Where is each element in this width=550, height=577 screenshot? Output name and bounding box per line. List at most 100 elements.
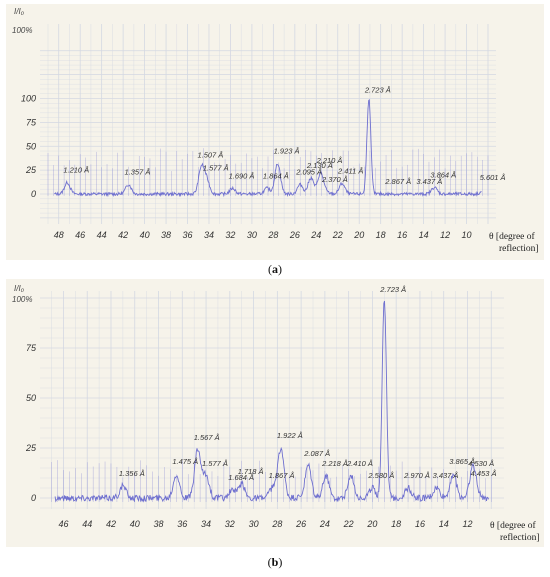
peak-label: 3.437 Å [416,177,442,186]
x-tick-label: 44 [82,519,92,529]
peak-label: 1.684 Å [228,473,254,482]
y-tick-label: 25 [25,165,37,175]
y-axis-unit: I/I₀ [14,284,25,293]
x-tick-label: 14 [419,230,429,240]
peak-label: 2.370 Å [321,175,348,184]
x-tick-label: 22 [343,519,354,529]
y-tick-label: 50 [26,393,36,403]
x-tick-label: 36 [183,230,193,240]
x-tick-label: 38 [154,519,164,529]
x-tick-label: 32 [225,519,235,529]
caption-b-letter: b [271,555,279,569]
x-tick-label: 16 [415,519,425,529]
xrd-chart-b: I/I₀ 100% 0 25 50 75 46 44 42 40 38 36 34 32 30 28 26 24 2… [6,279,544,547]
y-tick-label: 50 [26,141,36,151]
x-tick-label: 40 [130,519,140,529]
x-tick-label: 38 [161,230,171,240]
peak-label: 2.867 Å [384,177,411,186]
peak-label: 2.210 Å [316,156,343,165]
caption-b: (b) [0,555,550,570]
x-tick-label: 44 [97,230,107,240]
x-tick-label: 36 [177,519,187,529]
peak-label: 2.411 Å [337,166,363,175]
peak-label: 1.718 Å [238,467,264,476]
x-tick-label: 14 [439,519,449,529]
x-tick-label: 24 [319,519,330,529]
caption-a: (a) [0,262,550,277]
y-axis-percent: 100% [12,26,32,35]
peak-label: 4.530 Å [468,459,494,468]
xrd-chart-b-svg: I/I₀ 100% 0 25 50 75 46 44 42 40 38 36 34 32 30 28 26 24 2… [12,284,540,543]
peak-label: 1.577 Å [203,164,229,173]
peak-label: 1.577 Å [202,459,228,468]
diffraction-trace [54,98,482,198]
y-tick-label: 100 [21,94,36,104]
caption-b-open: ( [267,555,272,569]
peak-label: 3.865 Å [449,457,475,466]
x-tick-label: 42 [106,519,116,529]
y-axis-percent: 100% [12,295,32,304]
x-tick-label: 18 [391,519,401,529]
peak-label: 2.970 Å [403,471,430,480]
x-tick-label: 18 [376,230,386,240]
peak-label: 1.357 Å [124,167,150,176]
x-tick-label: 24 [310,230,321,240]
x-tick-label: 30 [247,230,257,240]
y-tick-label: 75 [26,343,37,353]
x-axis-title-cont: reflection] [499,243,539,254]
peak-label: 3.864 Å [430,170,456,179]
x-tick-label: 12 [462,519,472,529]
x-tick-label: 32 [225,230,235,240]
x-tick-label: 48 [54,230,64,240]
x-tick-label: 20 [353,230,364,240]
y-tick-label: 75 [26,117,37,127]
caption-b-close: ) [278,555,283,569]
y-tick-label: 0 [31,493,36,503]
peak-label: 1.690 Å [229,171,255,180]
caption-a-open: ( [268,262,272,276]
x-axis-title: θ [degree of [490,520,537,531]
x-tick-label: 34 [201,519,211,529]
peak-label: 3.437 Å [433,471,459,480]
peak-label: 2.087 Å [303,449,330,458]
x-tick-label: 46 [75,230,85,240]
caption-a-letter: a [272,262,278,276]
peak-label: 5.601 Å [480,173,506,182]
peak-label: 2.218 Å [321,459,348,468]
peak-label: 1.210 Å [63,166,89,175]
x-tick-label: 28 [271,519,282,529]
x-tick-label: 26 [295,519,306,529]
peak-label: 1.356 Å [119,469,145,478]
peak-label: 2.095 Å [295,167,322,176]
peak-label: 1.867 Å [269,471,295,480]
y-tick-label: 25 [25,443,37,453]
peak-label: 1.475 Å [172,457,198,466]
caption-a-close: ) [278,262,282,276]
x-tick-label: 12 [440,230,450,240]
peak-label: 1.507 Å [197,150,223,159]
x-tick-label: 16 [397,230,407,240]
peak-label: 1.923 Å [274,146,300,155]
x-tick-label: 20 [366,519,377,529]
peak-label: 2.723 Å [379,285,406,294]
x-tick-label: 40 [140,230,150,240]
peak-label: 2.130 Å [306,161,333,170]
x-tick-label: 28 [267,230,278,240]
peak-label: 1.567 Å [194,433,220,442]
diffraction-trace [54,300,490,503]
peak-label: 1.864 Å [263,171,289,180]
x-tick-label: 34 [204,230,214,240]
peak-label: 2.580 Å [367,471,394,480]
peak-label: 2.410 Å [346,459,373,468]
peak-label: 2.723 Å [364,86,391,95]
x-axis-title: θ [degree of [489,231,536,242]
x-tick-label: 26 [289,230,300,240]
x-tick-label: 42 [118,230,128,240]
peak-label: 1.922 Å [277,431,303,440]
x-tick-label: 22 [332,230,343,240]
y-tick-label: 0 [31,189,36,199]
peak-label: 4.453 Å [471,469,497,478]
x-axis-title-cont: reflection] [500,532,540,543]
xrd-chart-a-svg: I/I₀ 100% 0 25 50 75 100 48 46 44 42 40 38 36 34 32 30 28… [12,7,539,254]
xrd-chart-a: I/I₀ 100% 0 25 50 75 100 48 46 44 42 40 38 36 34 32 30 28… [6,4,544,260]
